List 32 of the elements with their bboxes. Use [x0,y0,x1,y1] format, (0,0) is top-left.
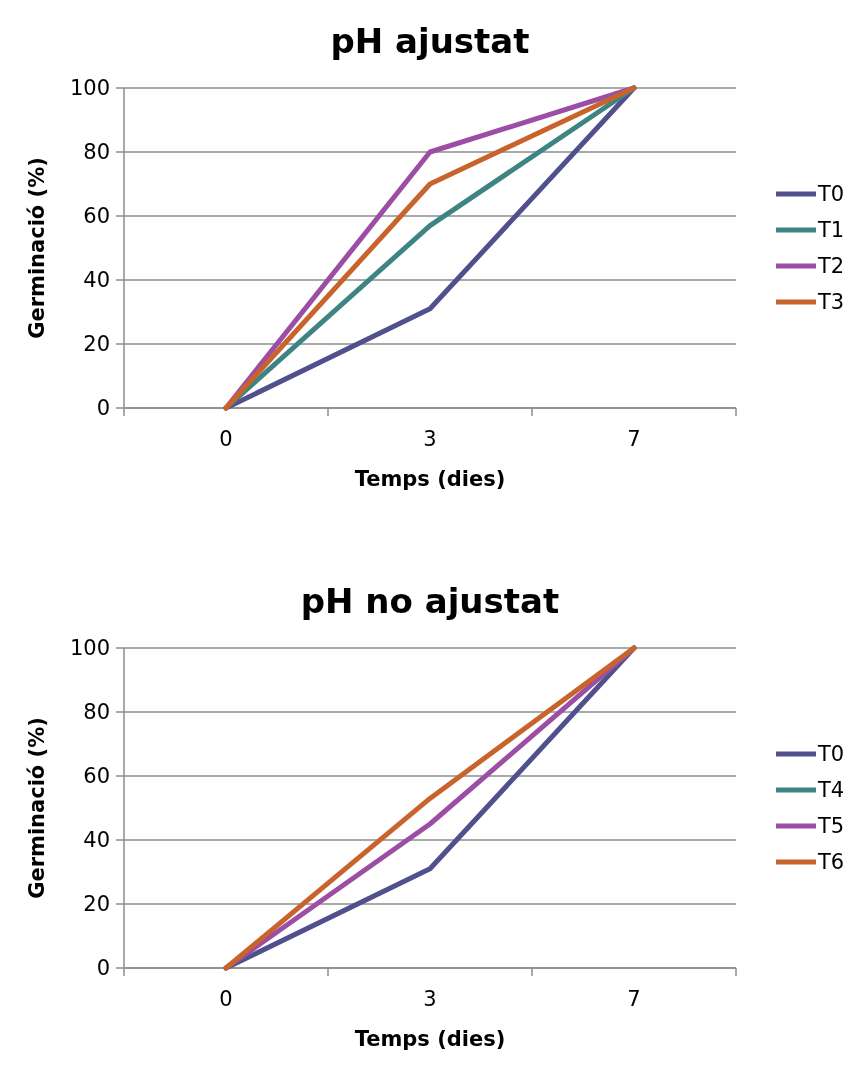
chart-title: pH ajustat [330,21,530,61]
y-tick-label: 0 [96,396,110,421]
x-axis-title: Temps (dies) [354,467,506,491]
legend-label: T1 [817,218,845,243]
y-tick-label: 60 [83,204,110,229]
x-axis-title: Temps (dies) [354,1027,506,1051]
legend-label: T5 [817,814,845,839]
legend-label: T3 [817,290,845,315]
chart-title: pH no ajustat [300,581,560,621]
y-tick-label: 40 [83,828,110,853]
y-tick-label: 20 [83,332,110,357]
legend-label: T0 [817,742,845,767]
x-tick-label: 3 [423,427,437,451]
legend-label: T0 [817,182,845,207]
y-tick-label: 60 [83,764,110,789]
legend-label: T2 [817,254,845,279]
y-tick-label: 80 [83,700,110,725]
y-tick-label: 100 [69,636,110,661]
y-tick-label: 80 [83,140,110,165]
x-tick-label: 0 [219,427,233,451]
y-axis-title: Germinació (%) [25,717,49,899]
y-tick-label: 100 [69,76,110,101]
legend-label: T6 [817,850,845,875]
x-tick-label: 7 [627,427,641,451]
x-tick-label: 0 [219,987,233,1011]
legend-label: T4 [817,778,845,803]
y-axis-title: Germinació (%) [25,157,49,339]
y-tick-label: 0 [96,956,110,981]
x-tick-label: 3 [423,987,437,1011]
y-tick-label: 20 [83,892,110,917]
y-tick-label: 40 [83,268,110,293]
x-tick-label: 7 [627,987,641,1011]
